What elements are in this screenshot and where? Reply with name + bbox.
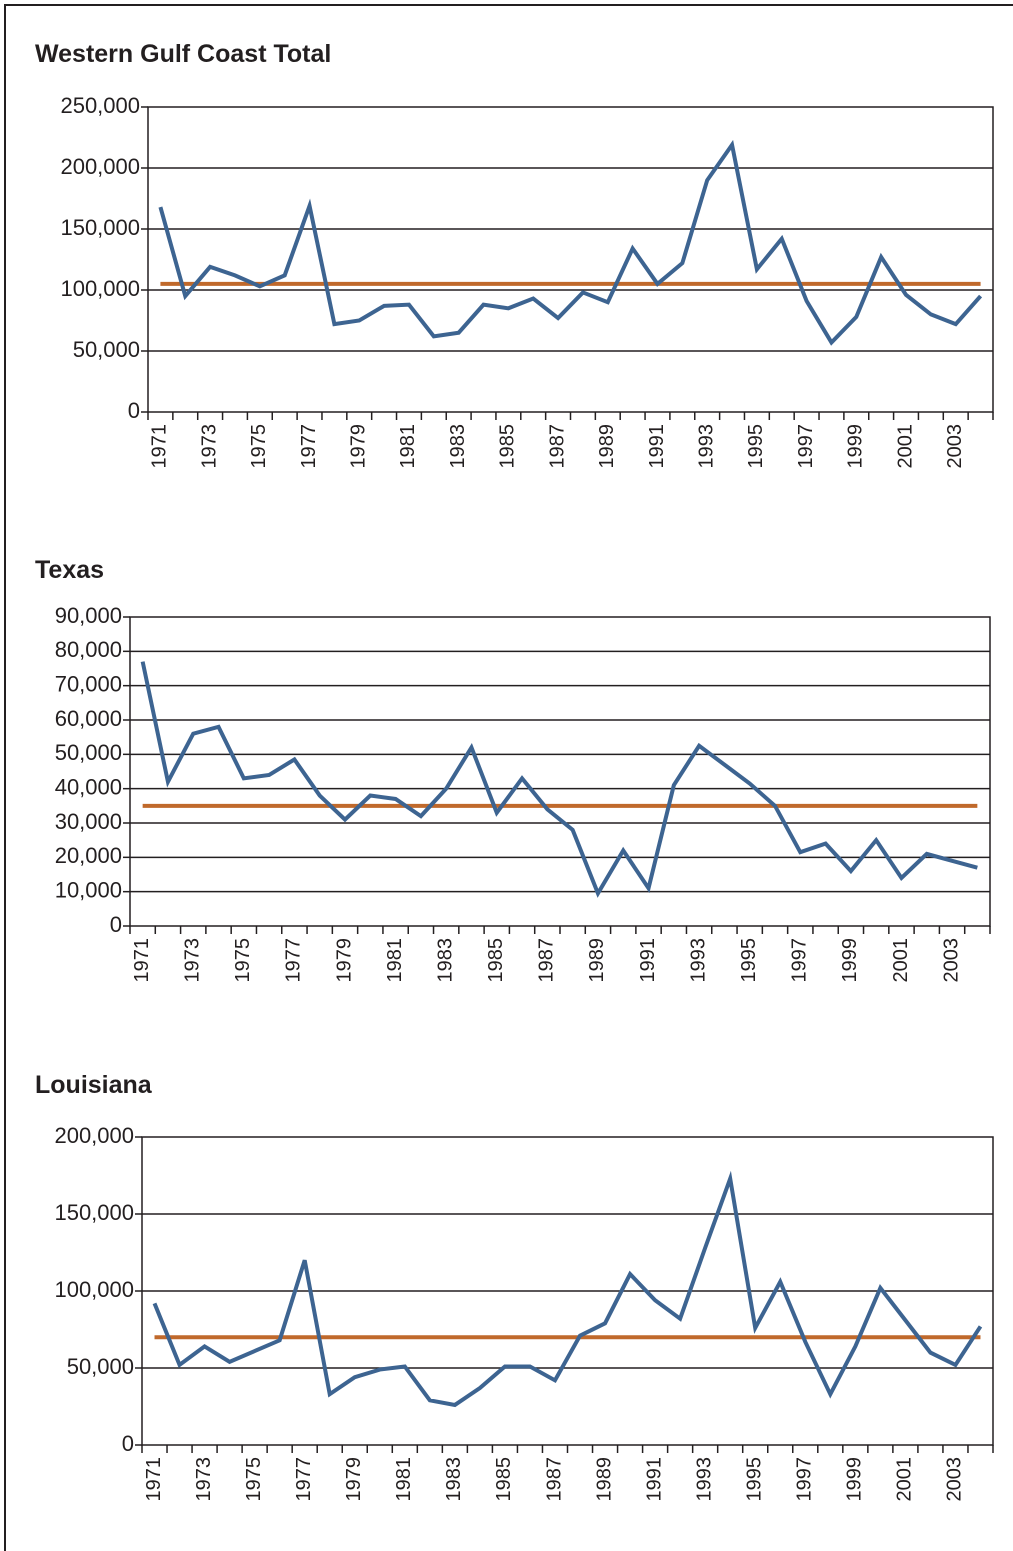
x-tick-label: 1999 [839, 938, 861, 983]
x-tick-label: 1973 [182, 938, 204, 983]
x-tick-label: 1993 [695, 424, 717, 469]
x-tick-label: 1981 [384, 938, 406, 983]
y-tick-label: 200,000 [60, 154, 140, 179]
x-tick-label: 1975 [243, 1457, 265, 1502]
x-tick-label: 1971 [143, 1457, 165, 1502]
chart-title: Texas [35, 556, 104, 584]
x-tick-label: 2003 [944, 1457, 966, 1502]
x-tick-label: 1971 [131, 938, 153, 983]
data-line [140, 661, 978, 898]
x-tick-label: 1987 [543, 1457, 565, 1502]
x-tick-label: 1997 [794, 1457, 816, 1502]
y-tick-label: 10,000 [55, 877, 122, 902]
plot-area [129, 616, 991, 927]
x-tick-label: 1995 [738, 938, 760, 983]
x-tick-label: 1989 [586, 938, 608, 983]
x-tick-label: 1999 [845, 424, 867, 469]
y-tick-label: 0 [122, 1431, 134, 1456]
x-tick-label: 1977 [298, 424, 320, 469]
x-tick-label: 1985 [485, 938, 507, 983]
y-tick-label: 50,000 [67, 1354, 134, 1379]
x-tick-label: 1981 [397, 424, 419, 469]
x-tick-label: 1993 [693, 1457, 715, 1502]
x-tick-label: 1979 [348, 424, 370, 469]
x-tick-label: 1999 [844, 1457, 866, 1502]
x-tick-label: 1975 [232, 938, 254, 983]
y-tick-label: 40,000 [55, 774, 122, 799]
x-tick-label: 1987 [546, 424, 568, 469]
x-tick-label: 1991 [637, 938, 659, 983]
x-tick-label: 1991 [643, 1457, 665, 1502]
x-tick-label: 2003 [940, 938, 962, 983]
y-tick-label: 50,000 [55, 740, 122, 765]
x-tick-label: 2001 [894, 1457, 916, 1502]
x-tick-label: 1971 [149, 424, 171, 469]
x-tick-label: 1991 [646, 424, 668, 469]
data-line [158, 139, 983, 346]
x-tick-label: 1993 [687, 938, 709, 983]
plot-area [147, 106, 994, 413]
x-tick-label: 1973 [193, 1457, 215, 1502]
y-tick-label: 0 [110, 912, 122, 937]
y-tick-label: 100,000 [60, 276, 140, 301]
frame [4, 4, 1013, 1551]
x-tick-label: 1981 [393, 1457, 415, 1502]
x-tick-label: 1997 [789, 938, 811, 983]
y-tick-label: 150,000 [60, 215, 140, 240]
x-tick-label: 1985 [497, 424, 519, 469]
chart-title: Western Gulf Coast Total [35, 40, 331, 68]
x-tick-label: 1997 [795, 424, 817, 469]
x-tick-label: 1989 [593, 1457, 615, 1502]
chart-title: Louisiana [35, 1071, 153, 1099]
x-tick-label: 1985 [493, 1457, 515, 1502]
x-tick-label: 1995 [744, 1457, 766, 1502]
y-tick-label: 0 [128, 398, 140, 423]
x-tick-label: 1977 [293, 1457, 315, 1502]
x-tick-label: 2003 [944, 424, 966, 469]
x-tick-label: 1983 [443, 1457, 465, 1502]
x-tick-label: 1983 [434, 938, 456, 983]
y-tick-label: 100,000 [54, 1277, 134, 1302]
y-tick-label: 200,000 [54, 1123, 134, 1148]
x-tick-label: 1987 [536, 938, 558, 983]
y-tick-label: 30,000 [55, 809, 122, 834]
y-tick-label: 80,000 [55, 637, 122, 662]
x-tick-label: 2001 [890, 938, 912, 983]
x-tick-label: 1977 [283, 938, 305, 983]
x-tick-label: 1979 [343, 1457, 365, 1502]
y-tick-label: 20,000 [55, 843, 122, 868]
y-tick-label: 250,000 [60, 93, 140, 118]
x-tick-label: 1973 [198, 424, 220, 469]
y-tick-label: 50,000 [73, 337, 140, 362]
x-tick-label: 1989 [596, 424, 618, 469]
data-line [152, 1170, 983, 1408]
y-tick-label: 90,000 [55, 603, 122, 628]
x-tick-label: 1995 [745, 424, 767, 469]
y-tick-label: 150,000 [54, 1200, 134, 1225]
x-tick-label: 1979 [333, 938, 355, 983]
y-tick-label: 70,000 [55, 671, 122, 696]
x-tick-label: 1983 [447, 424, 469, 469]
x-tick-label: 2001 [894, 424, 916, 469]
x-tick-label: 1975 [248, 424, 270, 469]
y-tick-label: 60,000 [55, 706, 122, 731]
